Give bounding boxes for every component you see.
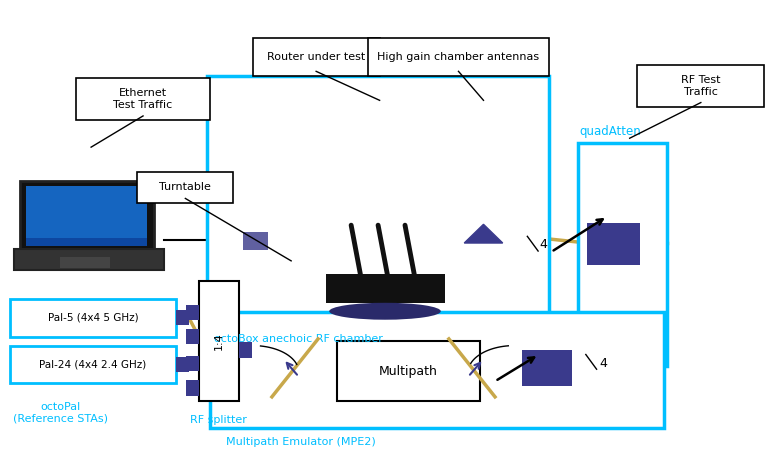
FancyBboxPatch shape	[10, 346, 176, 383]
FancyBboxPatch shape	[186, 304, 199, 320]
FancyBboxPatch shape	[186, 329, 199, 344]
Text: Ethernet
Test Traffic: Ethernet Test Traffic	[113, 88, 173, 110]
FancyBboxPatch shape	[176, 357, 189, 372]
FancyBboxPatch shape	[186, 380, 199, 396]
Text: High gain chamber antennas: High gain chamber antennas	[378, 52, 540, 62]
FancyBboxPatch shape	[60, 257, 110, 269]
FancyBboxPatch shape	[522, 350, 572, 386]
Text: octoPal
(Reference STAs): octoPal (Reference STAs)	[13, 402, 108, 423]
FancyBboxPatch shape	[25, 186, 147, 246]
FancyBboxPatch shape	[252, 38, 380, 76]
Ellipse shape	[329, 303, 441, 320]
Text: 4: 4	[599, 357, 607, 370]
FancyBboxPatch shape	[239, 343, 252, 357]
Text: Turntable: Turntable	[159, 182, 212, 192]
Text: Router under test: Router under test	[267, 52, 365, 62]
Text: octoBox anechoic RF chamber: octoBox anechoic RF chamber	[214, 335, 383, 344]
Text: Multipath: Multipath	[379, 365, 438, 378]
FancyBboxPatch shape	[176, 310, 189, 325]
FancyBboxPatch shape	[587, 223, 640, 265]
Text: Pal-5 (4x4 5 GHz): Pal-5 (4x4 5 GHz)	[48, 313, 138, 323]
Text: 1:4: 1:4	[214, 332, 224, 350]
Text: Multipath Emulator (MPE2): Multipath Emulator (MPE2)	[225, 437, 375, 447]
FancyBboxPatch shape	[186, 356, 199, 371]
FancyBboxPatch shape	[578, 143, 666, 365]
Text: 4: 4	[540, 238, 547, 251]
FancyBboxPatch shape	[207, 76, 549, 321]
FancyBboxPatch shape	[326, 274, 445, 303]
Text: RF Test
Traffic: RF Test Traffic	[681, 75, 720, 97]
Text: RF splitter: RF splitter	[191, 415, 247, 425]
FancyBboxPatch shape	[638, 65, 764, 107]
FancyBboxPatch shape	[337, 341, 479, 401]
FancyBboxPatch shape	[10, 299, 176, 337]
FancyBboxPatch shape	[137, 172, 233, 203]
FancyBboxPatch shape	[210, 312, 664, 428]
FancyBboxPatch shape	[19, 180, 154, 250]
FancyBboxPatch shape	[25, 238, 147, 246]
Text: quadAtten: quadAtten	[580, 125, 642, 138]
Polygon shape	[464, 224, 503, 243]
Text: Pal-24 (4x4 2.4 GHz): Pal-24 (4x4 2.4 GHz)	[39, 360, 147, 370]
FancyBboxPatch shape	[199, 281, 239, 401]
FancyBboxPatch shape	[368, 38, 549, 76]
FancyBboxPatch shape	[76, 78, 210, 120]
FancyBboxPatch shape	[14, 249, 164, 270]
FancyBboxPatch shape	[242, 232, 268, 250]
